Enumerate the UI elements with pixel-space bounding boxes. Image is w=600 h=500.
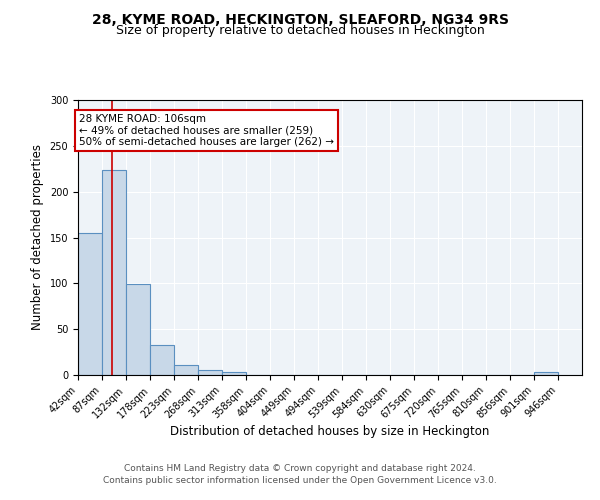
- Text: 28 KYME ROAD: 106sqm
← 49% of detached houses are smaller (259)
50% of semi-deta: 28 KYME ROAD: 106sqm ← 49% of detached h…: [79, 114, 334, 147]
- Bar: [198, 370, 222, 375]
- Bar: [126, 284, 149, 375]
- Bar: [78, 233, 102, 375]
- Bar: [534, 372, 558, 375]
- Text: Contains public sector information licensed under the Open Government Licence v3: Contains public sector information licen…: [103, 476, 497, 485]
- Bar: [102, 170, 126, 375]
- Bar: [222, 372, 246, 375]
- Bar: [150, 345, 174, 375]
- Bar: [174, 365, 198, 375]
- Y-axis label: Number of detached properties: Number of detached properties: [31, 144, 44, 330]
- X-axis label: Distribution of detached houses by size in Heckington: Distribution of detached houses by size …: [170, 425, 490, 438]
- Text: 28, KYME ROAD, HECKINGTON, SLEAFORD, NG34 9RS: 28, KYME ROAD, HECKINGTON, SLEAFORD, NG3…: [91, 12, 509, 26]
- Text: Contains HM Land Registry data © Crown copyright and database right 2024.: Contains HM Land Registry data © Crown c…: [124, 464, 476, 473]
- Text: Size of property relative to detached houses in Heckington: Size of property relative to detached ho…: [116, 24, 484, 37]
